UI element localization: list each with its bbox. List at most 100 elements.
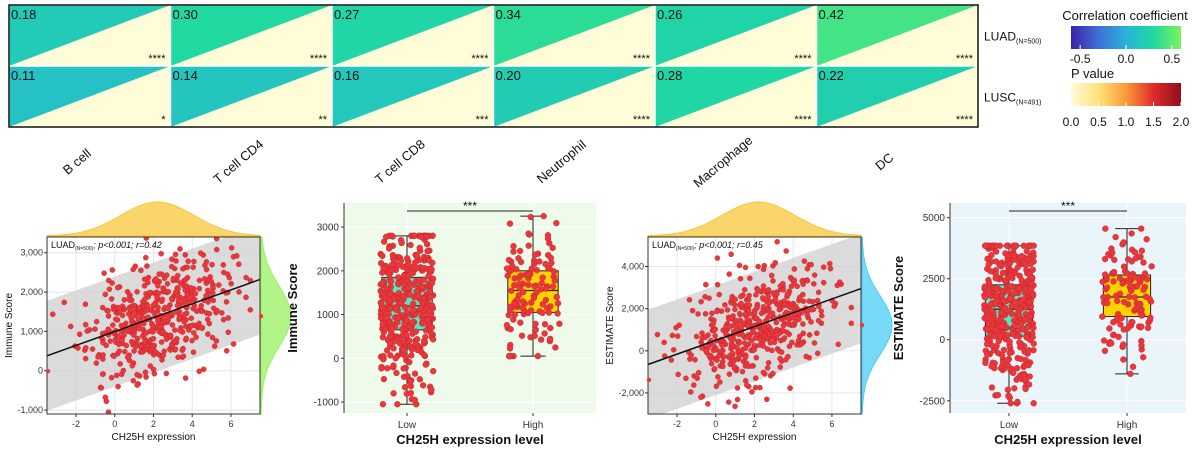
scatter-point (182, 375, 189, 381)
jitter-point (525, 242, 532, 249)
scatter-point (758, 330, 764, 336)
jitter-point (424, 247, 431, 255)
jitter-point (1015, 285, 1023, 292)
jitter-point (1030, 324, 1037, 331)
scatter-point (143, 307, 150, 314)
jitter-point (1030, 291, 1037, 299)
jitter-point (1138, 225, 1145, 232)
scatter-point (105, 277, 112, 284)
box-low (377, 232, 437, 408)
scatter-point (668, 357, 675, 363)
jitter-point (1143, 236, 1150, 243)
scatter-point (182, 252, 189, 258)
scatter-point (751, 347, 757, 353)
scatter-point (189, 337, 195, 344)
scatter-point (100, 339, 106, 346)
scatter-point (765, 323, 772, 330)
jitter-point (405, 272, 412, 280)
jitter-point (505, 256, 513, 264)
heatmap-cell: 0.18 **** (8, 4, 172, 67)
jitter-point (517, 319, 524, 326)
jitter-point (1029, 333, 1036, 341)
jitter-point (1132, 305, 1140, 312)
scatter-point (765, 300, 772, 307)
scatter-point (709, 310, 715, 316)
y-tick-label: 0 (333, 354, 339, 365)
scatter-point (109, 267, 116, 273)
scatter-point (140, 349, 146, 355)
scatter-point (791, 277, 798, 284)
scatter-point (695, 311, 701, 317)
scatter-point (749, 389, 755, 395)
correlation-triangle (170, 5, 332, 66)
scatter-point (760, 303, 767, 310)
scatter-point (98, 385, 105, 391)
x-axis-label: CH25H expression level (396, 432, 543, 447)
immune-scatter-panel: -2 0 2 4 6 -1,000 0 1,000 2,000 3,000 CH25H expres… (4, 201, 292, 443)
scatter-point (770, 370, 776, 377)
colorbar-tick-label: -0.5 (1070, 52, 1091, 66)
jitter-point (545, 264, 552, 272)
jitter-point (551, 277, 559, 284)
scatter-point (176, 315, 183, 321)
scatter-point (180, 353, 187, 359)
jitter-point (1112, 233, 1119, 241)
scatter-point (703, 281, 709, 288)
scatter-point (110, 322, 116, 328)
jitter-point (984, 351, 991, 358)
jitter-point (545, 309, 553, 316)
scatter-point (180, 345, 186, 352)
jitter-point (398, 239, 405, 247)
scatter-point (734, 396, 741, 403)
scatter-point (803, 353, 809, 360)
scatter-point (99, 371, 106, 377)
scatter-point (754, 287, 761, 293)
jitter-point (992, 248, 1000, 255)
scatter-point (746, 292, 752, 299)
scatter-point (769, 328, 776, 335)
correlation-triangle (332, 5, 494, 66)
jitter-point (428, 279, 436, 287)
jitter-point (407, 378, 414, 385)
jitter-point (1010, 252, 1017, 259)
scatter-point (742, 340, 748, 346)
jitter-point (406, 291, 413, 298)
scatter-point (105, 409, 112, 414)
scatter-point (748, 337, 755, 344)
scatter-point (116, 341, 122, 348)
correlation-value: 0.20 (496, 68, 521, 83)
x-tick-label: 6 (829, 419, 834, 429)
jitter-point (1106, 325, 1113, 332)
correlation-triangle (655, 5, 817, 66)
jitter-point (1140, 354, 1147, 361)
jitter-point (383, 347, 391, 354)
jitter-point (1011, 385, 1018, 392)
scatter-point (732, 306, 738, 313)
jitter-point (1146, 295, 1153, 303)
jitter-point (382, 233, 390, 241)
scatter-point (688, 352, 694, 358)
scatter-point (750, 329, 756, 335)
heatmap-cell: 0.30 **** (169, 4, 333, 67)
scatter-point (169, 322, 176, 328)
jitter-point (409, 319, 416, 326)
jitter-points (503, 212, 563, 360)
jitter-point (1138, 312, 1145, 319)
scatter-point (130, 332, 137, 338)
jitter-point (1148, 263, 1155, 270)
jitter-point (1147, 314, 1154, 321)
significance-label: *** (1061, 199, 1075, 213)
jitter-point (988, 252, 995, 259)
jitter-point (541, 330, 548, 337)
jitter-point (1028, 274, 1035, 281)
jitter-point (1006, 260, 1014, 267)
scatter-point (67, 323, 74, 330)
jitter-point (1008, 310, 1016, 318)
jitter-point (407, 241, 414, 249)
scatter-point (181, 318, 187, 325)
jitter-point (408, 346, 416, 353)
scatter-point (136, 325, 142, 332)
estimate-scatter-panel: -2 0 2 4 6 -2,000 0 2,000 4,000 CH25H expression E… (605, 201, 893, 443)
jitter-point (428, 386, 435, 393)
scatter-point (168, 295, 175, 302)
